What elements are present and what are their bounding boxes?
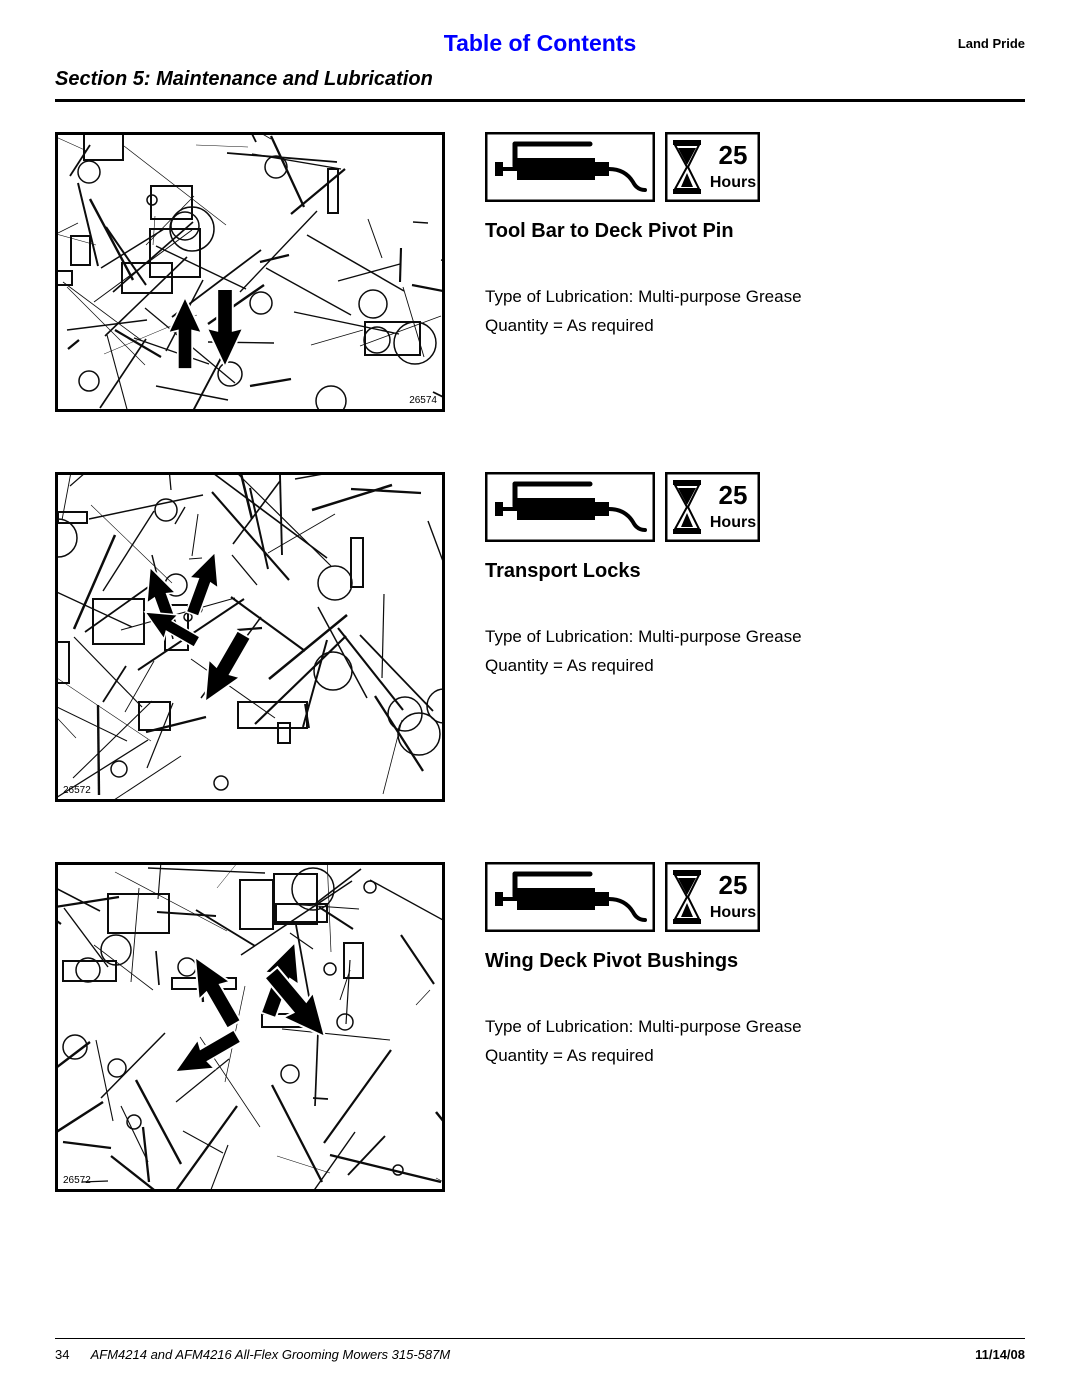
lube-item: 26572 25 Hours Transport Locks	[55, 472, 1025, 802]
svg-text:25: 25	[719, 480, 748, 510]
lube-item: 26572 25 Hours Wing Deck Pivot Bush	[55, 862, 1025, 1192]
item-title: Transport Locks	[485, 560, 1025, 583]
page-footer: 34 AFM4214 and AFM4216 All-Flex Grooming…	[55, 1338, 1025, 1362]
page-number: 34	[55, 1347, 69, 1362]
content-area: 26574 25 Hours Tool Bar to Deck Piv	[55, 132, 1025, 1192]
figure-number: 26574	[409, 395, 437, 406]
item-title: Wing Deck Pivot Bushings	[485, 950, 1025, 973]
lube-item: 26574 25 Hours Tool Bar to Deck Piv	[55, 132, 1025, 412]
grease-gun-icon	[485, 862, 655, 932]
grease-gun-icon	[485, 132, 655, 202]
svg-text:Hours: Hours	[710, 174, 756, 191]
icon-row: 25 Hours	[485, 472, 1025, 542]
lube-type: Type of Lubrication: Multi-purpose Greas…	[485, 1013, 1025, 1042]
footer-date: 11/14/08	[975, 1347, 1025, 1362]
lube-type: Type of Lubrication: Multi-purpose Greas…	[485, 623, 1025, 652]
figure-container: 26572	[55, 472, 445, 802]
toc-link[interactable]: Table of Contents	[444, 30, 637, 57]
hourglass-icon: 25 Hours	[665, 132, 760, 202]
figure-number: 26572	[63, 1175, 91, 1186]
grease-gun-icon	[485, 472, 655, 542]
lube-figure	[55, 472, 445, 802]
section-title: Section 5: Maintenance and Lubrication	[55, 68, 1025, 102]
icon-row: 25 Hours	[485, 862, 1025, 932]
hourglass-icon: 25 Hours	[665, 472, 760, 542]
lube-qty: Quantity = As required	[485, 312, 1025, 341]
svg-text:Hours: Hours	[710, 514, 756, 531]
figure-container: 26572	[55, 862, 445, 1192]
info-column: 25 Hours Wing Deck Pivot Bushings Type o…	[485, 862, 1025, 1071]
figure-container: 26574	[55, 132, 445, 412]
info-column: 25 Hours Transport Locks Type of Lubrica…	[485, 472, 1025, 681]
info-column: 25 Hours Tool Bar to Deck Pivot Pin Type…	[485, 132, 1025, 341]
item-title: Tool Bar to Deck Pivot Pin	[485, 220, 1025, 243]
lube-qty: Quantity = As required	[485, 1042, 1025, 1071]
lube-type: Type of Lubrication: Multi-purpose Greas…	[485, 283, 1025, 312]
lube-figure	[55, 862, 445, 1192]
svg-text:25: 25	[719, 870, 748, 900]
figure-number: 26572	[63, 785, 91, 796]
icon-row: 25 Hours	[485, 132, 1025, 202]
lube-qty: Quantity = As required	[485, 652, 1025, 681]
lube-figure	[55, 132, 445, 412]
brand-label: Land Pride	[958, 36, 1025, 51]
svg-text:25: 25	[719, 140, 748, 170]
doc-title: AFM4214 and AFM4216 All-Flex Grooming Mo…	[91, 1347, 451, 1362]
hourglass-icon: 25 Hours	[665, 862, 760, 932]
svg-text:Hours: Hours	[710, 904, 756, 921]
